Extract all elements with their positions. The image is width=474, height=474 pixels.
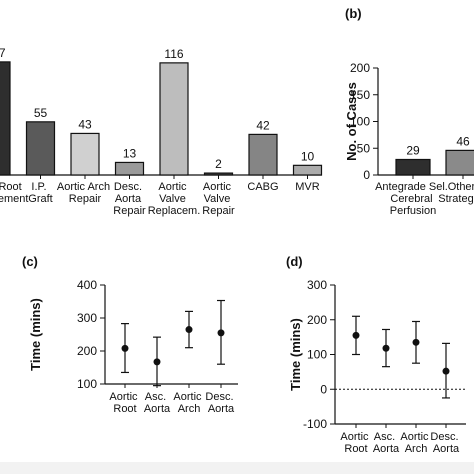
x-tick-label: Aortic Arch [400, 431, 431, 455]
x-tick-label: Other Strategies [438, 181, 474, 205]
footer-band [0, 462, 474, 474]
value-label: 42 [256, 118, 270, 132]
x-tick-label: Desc. Aorta [430, 431, 461, 455]
point [382, 344, 390, 352]
value-label: 13 [123, 146, 137, 160]
x-tick-label: Asc. Aorta [373, 431, 400, 455]
bar [159, 62, 189, 176]
bar [203, 172, 234, 176]
point [185, 326, 193, 334]
x-tick-label: Aortic Root Replacement [0, 181, 28, 205]
y-axis-label: Time (mins) [28, 298, 43, 371]
point [442, 367, 450, 375]
y-tick-label: -100 [303, 417, 327, 431]
x-tick-label: Aortic Root [109, 391, 140, 415]
bar [70, 132, 100, 176]
y-tick-label: 0 [320, 382, 327, 396]
bar [292, 164, 323, 176]
y-axis-label: Time (mins) [288, 318, 303, 391]
x-tick-label: Aortic Arch Repair [57, 181, 113, 205]
value-label: 116 [164, 47, 183, 61]
point [153, 358, 161, 366]
point [352, 331, 360, 339]
y-tick-label: 400 [77, 278, 97, 292]
y-tick-label: 200 [77, 344, 97, 358]
y-tick-label: 50 [357, 141, 371, 155]
y-tick-label: 300 [77, 311, 97, 325]
value-label: 46 [456, 134, 470, 148]
x-tick-label: Aortic Root [340, 431, 371, 455]
panel-label: (c) [22, 254, 38, 269]
y-tick-label: 200 [350, 61, 370, 75]
y-tick-label: 100 [77, 377, 97, 391]
x-tick-label: Desc. Aorta [205, 391, 236, 415]
point [412, 338, 420, 346]
bar [114, 161, 145, 176]
y-axis-label: No. of Cases [344, 82, 359, 161]
x-tick-label: MVR [295, 181, 320, 193]
x-tick-label: Aortic Valve Repair [202, 181, 235, 217]
x-tick-label: I.P. Graft [28, 181, 52, 205]
value-label: 43 [78, 117, 92, 131]
x-tick-label: CABG [247, 181, 278, 193]
value-label: 29 [406, 143, 420, 157]
value-label: 10 [301, 149, 315, 163]
point [121, 344, 129, 352]
x-tick-label: Antegrade Sel. Cerebral Perfusion [375, 181, 451, 217]
bar [0, 61, 11, 176]
panel-label: (b) [345, 6, 362, 21]
x-tick-label: Asc. Aorta [144, 391, 171, 415]
y-tick-label: 300 [307, 278, 327, 292]
y-tick-label: 0 [363, 168, 370, 182]
value-label: 2 [215, 157, 222, 171]
y-tick-label: 150 [350, 88, 370, 102]
x-tick-label: Aortic Arch [173, 391, 204, 415]
point [217, 329, 225, 337]
y-tick-label: 100 [350, 115, 370, 129]
bar [445, 149, 474, 176]
x-tick-label: Aortic Valve Replacem. [148, 181, 201, 217]
value-label: 55 [34, 106, 48, 120]
bar [395, 158, 431, 176]
y-tick-label: 100 [307, 348, 327, 362]
panel-label: (d) [286, 254, 303, 269]
bar [25, 121, 56, 176]
x-tick-label: Desc. Aorta Repair [113, 181, 146, 217]
bar [248, 133, 278, 176]
value-label: 117 [0, 46, 6, 60]
y-tick-label: 200 [307, 313, 327, 327]
